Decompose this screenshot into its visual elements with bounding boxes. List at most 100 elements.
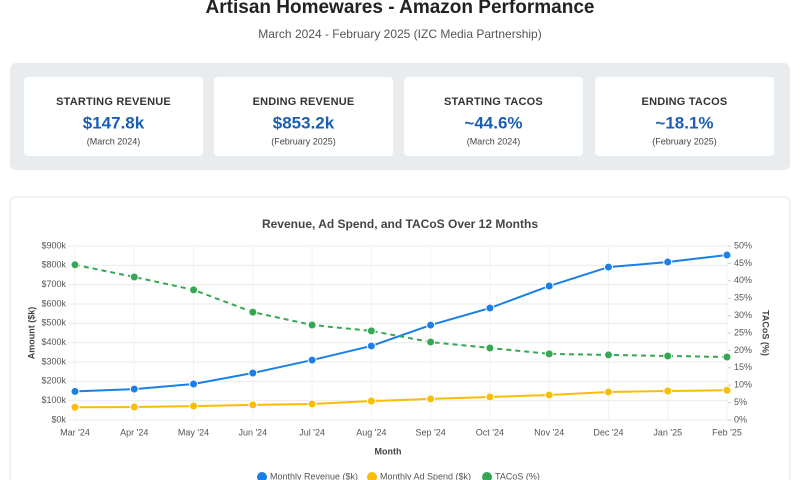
y2-tick-label: 10% — [734, 380, 752, 390]
y-axis-label: Amount ($k) — [26, 307, 36, 360]
y2-tick-label: 45% — [734, 258, 752, 268]
series-line — [74, 263, 728, 359]
data-point — [307, 355, 317, 365]
x-tick-label: Dec '24 — [593, 427, 623, 437]
data-point — [129, 402, 139, 412]
data-point — [544, 390, 554, 400]
data-point — [485, 343, 495, 353]
y-tick-label: $900k — [41, 240, 66, 250]
y2-tick-label: 25% — [734, 327, 752, 337]
kpi-value: $853.2k — [273, 113, 335, 132]
x-tick-label: Jun '24 — [238, 427, 267, 437]
chart-card — [9, 196, 791, 480]
y-tick-label: $600k — [41, 298, 66, 308]
y2-tick-label: 0% — [734, 414, 747, 424]
chart-title: Revenue, Ad Spend, and TACoS Over 12 Mon… — [262, 217, 538, 231]
data-point — [603, 387, 613, 397]
legend-label: TACoS (%) — [495, 471, 540, 480]
kpi-label: ENDING TACOS — [642, 96, 728, 108]
y2-tick-label: 35% — [734, 293, 752, 303]
y-tick-label: $400k — [41, 337, 66, 347]
kpi-value: ~44.6% — [464, 113, 522, 132]
x-tick-label: Mar '24 — [60, 427, 90, 437]
page-subtitle: March 2024 - February 2025 (IZC Media Pa… — [258, 27, 541, 41]
legend-marker — [367, 472, 377, 480]
data-point — [663, 257, 673, 267]
y2-tick-label: 40% — [734, 275, 752, 285]
legend-marker — [482, 472, 492, 480]
data-point — [70, 386, 80, 396]
data-point — [248, 307, 258, 317]
data-point — [70, 402, 80, 412]
data-point — [366, 326, 376, 336]
data-point — [426, 337, 436, 347]
data-point — [248, 400, 258, 410]
kpi-value: $147.8k — [83, 113, 145, 132]
x-tick-label: Apr '24 — [120, 427, 148, 437]
series-line — [74, 389, 728, 409]
data-point — [663, 351, 673, 361]
legend-marker — [257, 472, 267, 480]
y2-tick-label: 50% — [734, 240, 752, 250]
kpi-card — [404, 77, 583, 156]
y2-tick-label: 20% — [734, 345, 752, 355]
kpi-note: (March 2024) — [87, 136, 141, 146]
legend-label: Monthly Ad Spend ($k) — [380, 471, 471, 480]
y-tick-label: $300k — [41, 356, 66, 366]
kpi-note: (February 2025) — [652, 136, 717, 146]
y-tick-label: $500k — [41, 318, 66, 328]
data-point — [722, 352, 732, 362]
data-point — [603, 262, 613, 272]
kpi-label: ENDING REVENUE — [253, 96, 355, 108]
y2-tick-label: 5% — [734, 397, 747, 407]
kpi-note: (February 2025) — [271, 136, 336, 146]
data-point — [426, 320, 436, 330]
data-point — [70, 260, 80, 270]
data-point — [603, 350, 613, 360]
data-point — [189, 379, 199, 389]
data-point — [544, 349, 554, 359]
data-point — [485, 303, 495, 313]
x-tick-label: Jan '25 — [653, 427, 682, 437]
kpi-label: STARTING REVENUE — [56, 96, 171, 108]
data-point — [366, 341, 376, 351]
kpi-card — [24, 77, 203, 156]
data-point — [366, 396, 376, 406]
kpi-value: ~18.1% — [655, 113, 713, 132]
y-tick-label: $100k — [41, 395, 66, 405]
kpi-card — [214, 77, 393, 156]
y2-tick-label: 30% — [734, 310, 752, 320]
x-axis-label: Month — [375, 446, 402, 456]
kpi-card — [595, 77, 774, 156]
y2-tick-label: 15% — [734, 362, 752, 372]
data-point — [722, 250, 732, 260]
data-point — [485, 392, 495, 402]
data-point — [129, 384, 139, 394]
kpi-note: (March 2024) — [467, 136, 521, 146]
kpi-label: STARTING TACOS — [444, 96, 543, 108]
data-point — [189, 401, 199, 411]
data-point — [129, 272, 139, 282]
y2-axis-label: TACoS (%) — [761, 310, 771, 356]
y-tick-label: $200k — [41, 376, 66, 386]
x-tick-label: Aug '24 — [356, 427, 386, 437]
x-tick-label: Oct '24 — [476, 427, 504, 437]
data-point — [307, 320, 317, 330]
x-tick-label: Sep '24 — [416, 427, 446, 437]
data-point — [307, 399, 317, 409]
x-tick-label: Jul '24 — [299, 427, 325, 437]
data-point — [426, 394, 436, 404]
data-point — [544, 281, 554, 291]
x-tick-label: Nov '24 — [534, 427, 564, 437]
data-point — [663, 386, 673, 396]
legend-label: Monthly Revenue ($k) — [270, 471, 358, 480]
y-tick-label: $800k — [41, 260, 66, 270]
data-point — [722, 385, 732, 395]
data-point — [248, 368, 258, 378]
y-tick-label: $0k — [51, 414, 66, 424]
page-title: Artisan Homewares - Amazon Performance — [206, 0, 595, 18]
x-tick-label: May '24 — [178, 427, 209, 437]
data-point — [189, 285, 199, 295]
y-tick-label: $700k — [41, 279, 66, 289]
